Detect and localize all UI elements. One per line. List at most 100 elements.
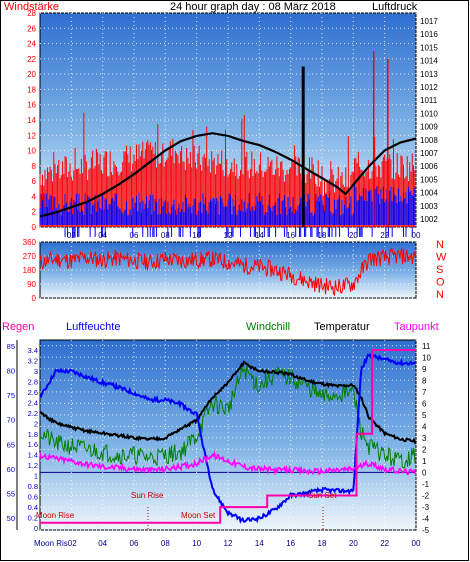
dewpoint-label: Taupunkt xyxy=(394,321,439,333)
pressure-tick-label: 1007 xyxy=(420,149,438,158)
wind-tick-label: 26 xyxy=(27,24,36,33)
wind-x-tick-label: 00 xyxy=(412,231,421,240)
compass-tick-label: N xyxy=(436,289,444,301)
temp-tick-label: 9 xyxy=(422,365,427,374)
pressure-tick-label: 1009 xyxy=(420,123,438,132)
sun-rise-label: Sun Rise xyxy=(131,491,164,500)
compass-tick-label: W xyxy=(436,252,447,264)
graph-title: 24 hour graph day : 08 März 2018 xyxy=(170,1,336,13)
rain-tick-label: 0.2 xyxy=(28,514,38,523)
temp-x-tick-label: 08 xyxy=(161,539,170,548)
rain-tick-label: 1.6 xyxy=(28,440,38,449)
wind-tick-label: 28 xyxy=(27,9,36,18)
wind-direction-line xyxy=(39,246,417,297)
moon-rise-axis-label: Moon Ris02 xyxy=(34,539,77,548)
temp-tick-label: 10 xyxy=(422,353,431,362)
rain-tick-label: 1 xyxy=(34,472,38,481)
wind-x-tick-label: 16 xyxy=(286,231,295,240)
wind-x-tick-label: 12 xyxy=(224,231,233,240)
pressure-tick-label: 1006 xyxy=(420,162,438,171)
wind-strength-label: Windstärke xyxy=(4,1,59,13)
temp-tick-label: 6 xyxy=(422,399,427,408)
temp-tick-label: -3 xyxy=(422,503,430,512)
wind-tick-label: 10 xyxy=(27,147,36,156)
temp-tick-label: -2 xyxy=(422,491,430,500)
pressure-tick-label: 1013 xyxy=(420,70,438,79)
rain-tick-label: 3 xyxy=(34,367,38,376)
rain-tick-label: 2 xyxy=(34,419,38,428)
pressure-tick-label: 1002 xyxy=(420,215,438,224)
rain-tick-label: 0.8 xyxy=(28,482,38,491)
rain-tick-label: 0.6 xyxy=(28,493,38,502)
temp-tick-label: -1 xyxy=(422,480,430,489)
wind-x-tick-label: 22 xyxy=(380,231,389,240)
temp-x-tick-label: 18 xyxy=(318,539,327,548)
sun-set-label: Sun Set xyxy=(308,491,337,500)
pressure-tick-label: 1004 xyxy=(420,189,438,198)
direction-tick-label: 0 xyxy=(32,294,37,303)
wind-x-tick-label: 08 xyxy=(161,231,170,240)
temp-x-tick-label: 10 xyxy=(192,539,201,548)
direction-tick-label: 90 xyxy=(27,280,36,289)
wind-tick-label: 16 xyxy=(27,101,36,110)
temp-tick-label: 2 xyxy=(422,445,427,454)
humidity-tick-label: 80 xyxy=(7,367,15,376)
temp-tick-label: 7 xyxy=(422,388,427,397)
direction-tick-label: 270 xyxy=(23,252,37,261)
rain-label: Regen xyxy=(2,321,34,333)
wind-tick-label: 14 xyxy=(27,116,36,125)
wind-x-tick-label: 04 xyxy=(98,231,107,240)
rain-tick-label: 3.2 xyxy=(28,356,38,365)
wind-tick-label: 24 xyxy=(27,40,36,49)
humidity-line xyxy=(39,352,417,524)
temp-tick-label: -5 xyxy=(422,526,430,535)
wind-tick-label: 6 xyxy=(32,177,37,186)
temp-x-tick-label: 12 xyxy=(224,539,233,548)
temp-tick-label: 11 xyxy=(422,342,431,351)
temp-tick-label: 3 xyxy=(422,434,427,443)
humidity-tick-label: 65 xyxy=(7,440,15,449)
wind-tick-label: 12 xyxy=(27,131,36,140)
rain-tick-label: 2.6 xyxy=(28,388,38,397)
pressure-tick-label: 1015 xyxy=(420,43,438,52)
pressure-tick-label: 1003 xyxy=(420,202,438,211)
pressure-tick-label: 1008 xyxy=(420,136,438,145)
pressure-tick-label: 1017 xyxy=(420,17,438,26)
temp-tick-label: 8 xyxy=(422,376,427,385)
temp-x-tick-label: 04 xyxy=(98,539,107,548)
wind-tick-label: 18 xyxy=(27,85,36,94)
rain-tick-label: 0.4 xyxy=(28,503,38,512)
pressure-tick-label: 1012 xyxy=(420,83,438,92)
temp-x-tick-label: 16 xyxy=(286,539,295,548)
temp-x-tick-label: 00 xyxy=(412,539,421,548)
wind-x-tick-label: 10 xyxy=(192,231,201,240)
temperature-label: Temperatur xyxy=(314,321,370,333)
humidity-label: Luftfeuchte xyxy=(66,321,120,333)
temp-tick-label: -4 xyxy=(422,514,430,523)
compass-tick-label: N xyxy=(436,239,444,251)
rain-tick-label: 2.8 xyxy=(28,377,38,386)
wind-x-tick-label: 06 xyxy=(130,231,139,240)
wind-tick-label: 0 xyxy=(32,223,37,232)
temp-x-tick-label: 14 xyxy=(255,539,264,548)
moon-rise-label: Moon Rise xyxy=(36,511,75,520)
rain-tick-label: 3.4 xyxy=(28,346,38,355)
temp-tick-label: 4 xyxy=(422,422,427,431)
windchill-line xyxy=(39,364,417,469)
wind-tick-label: 20 xyxy=(27,70,36,79)
temp-tick-label: 5 xyxy=(422,411,427,420)
rain-tick-label: 2.4 xyxy=(28,398,38,407)
temp-x-tick-label: 22 xyxy=(380,539,389,548)
direction-tick-label: 360 xyxy=(23,238,37,247)
pressure-tick-label: 1016 xyxy=(420,30,438,39)
rain-tick-label: 2.2 xyxy=(28,409,38,418)
humidity-tick-label: 55 xyxy=(7,489,15,498)
pressure-tick-label: 1011 xyxy=(420,96,438,105)
humidity-tick-label: 75 xyxy=(7,391,15,400)
pressure-tick-label: 1014 xyxy=(420,57,438,66)
temperature-line xyxy=(39,360,417,445)
rain-tick-label: 0 xyxy=(34,524,38,533)
